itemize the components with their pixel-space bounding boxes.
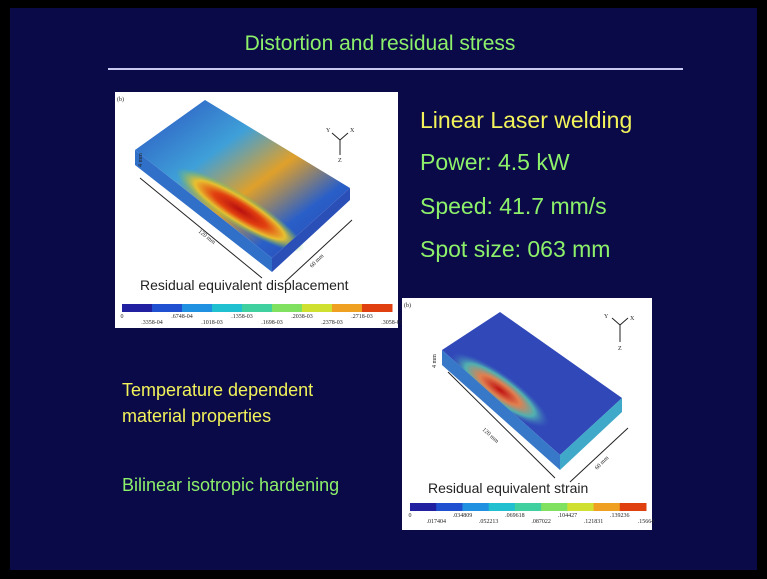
- colorbar-segment: [242, 304, 273, 312]
- welding-param: Power: 4.5 kW: [420, 149, 570, 175]
- slide: Distortion and residual stress (b) 120 m…: [0, 0, 767, 579]
- colorbar-label: .1358-03: [231, 314, 253, 320]
- colorbar-segment: [182, 304, 213, 312]
- colorbar-label: .139236: [610, 513, 630, 519]
- colorbar-segment: [410, 503, 437, 511]
- welding-param: Spot size: 063 mm: [420, 236, 610, 262]
- colorbar-label: .6748-04: [171, 314, 193, 320]
- colorbar-segment: [541, 503, 568, 511]
- colorbar-label: .3058-03: [381, 320, 403, 326]
- axis-label: Y: [604, 314, 609, 320]
- colorbar-segment: [152, 304, 183, 312]
- colorbar-segment: [620, 503, 647, 511]
- colorbar-label: .2378-03: [321, 320, 343, 326]
- colorbar-segment: [462, 503, 489, 511]
- axis-label: Z: [618, 346, 622, 352]
- colorbar-label: .15664: [638, 519, 655, 525]
- note: Bilinear isotropic hardening: [122, 475, 339, 495]
- page: Distortion and residual stress (b) 120 m…: [0, 0, 767, 579]
- colorbar-segment: [272, 304, 303, 312]
- welding-heading: Linear Laser welding: [420, 107, 632, 133]
- colorbar-segment: [515, 503, 542, 511]
- colorbar-segment: [567, 503, 594, 511]
- colorbar-label: .017404: [426, 519, 446, 525]
- title: Distortion and residual stress: [245, 32, 516, 55]
- colorbar-segment: [594, 503, 621, 511]
- axis-label: Y: [326, 128, 331, 134]
- colorbar-label: .3358-04: [141, 320, 163, 326]
- colorbar-segment: [122, 304, 153, 312]
- colorbar-segment: [489, 503, 516, 511]
- colorbar-label: .034809: [453, 513, 473, 519]
- caption: Residual equivalent strain: [428, 480, 588, 496]
- colorbar-label: .121831: [584, 519, 604, 525]
- colorbar-segment: [302, 304, 333, 312]
- dim-label: 4 mm: [138, 153, 144, 167]
- colorbar-label: .069618: [505, 513, 525, 519]
- colorbar-segment: [212, 304, 243, 312]
- colorbar-label: .087022: [531, 519, 551, 525]
- colorbar-label: 0: [121, 314, 124, 320]
- caption: Residual equivalent displacement: [140, 277, 349, 293]
- welding-param: Speed: 41.7 mm/s: [420, 193, 607, 219]
- axis-label: X: [350, 128, 355, 134]
- note: material properties: [122, 406, 271, 426]
- figure-displacement: (b) 120 mm 60 mm 4 mm Y X Z Residual equ…: [115, 92, 403, 328]
- axis-label: X: [630, 316, 635, 322]
- figure-tag: (b): [404, 302, 411, 309]
- colorbar-label: 0: [409, 513, 412, 519]
- colorbar-segment: [436, 503, 463, 511]
- colorbar-label: .2038-03: [291, 314, 313, 320]
- figure-tag: (b): [117, 96, 124, 103]
- colorbar-segment: [362, 304, 393, 312]
- colorbar-label: .052213: [479, 519, 499, 525]
- colorbar-label: .2718-03: [351, 314, 373, 320]
- figure-strain: (b) 120 mm 60 mm 4 mm Y X Z Residual equ…: [402, 298, 654, 530]
- colorbar-label: .1018-03: [201, 320, 223, 326]
- note: Temperature dependent: [122, 380, 313, 400]
- colorbar-label: .104427: [558, 513, 578, 519]
- axis-label: Z: [338, 158, 342, 164]
- colorbar-label: .1698-03: [261, 320, 283, 326]
- colorbar-segment: [332, 304, 363, 312]
- dim-label: 4 mm: [432, 354, 438, 368]
